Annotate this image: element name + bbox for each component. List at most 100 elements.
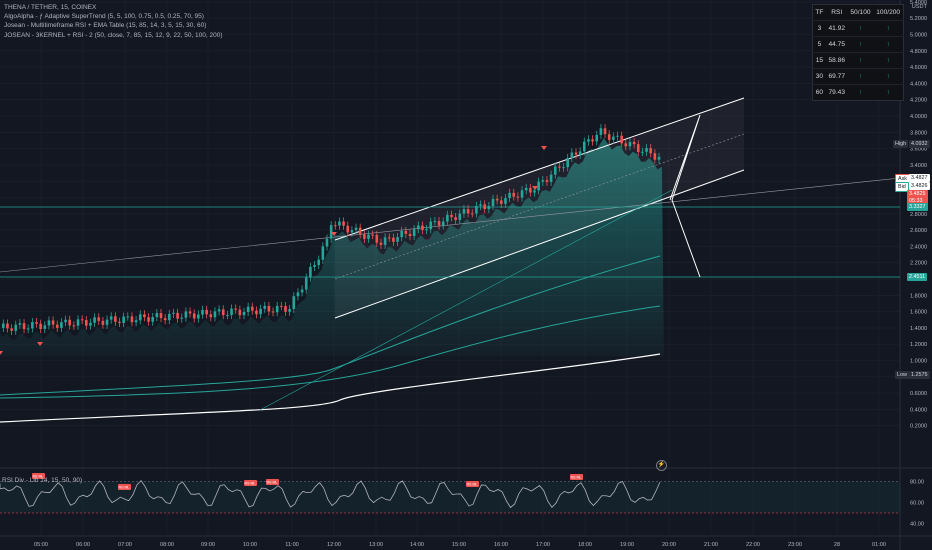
level2-tag: 2.4511 (907, 273, 928, 281)
time-tick-label: 23:00 (788, 542, 802, 548)
price-tick-label: 5.4000 (910, 0, 927, 6)
candle-body (251, 306, 254, 311)
divergence-label: RS ML (33, 475, 44, 479)
candle-body (130, 316, 134, 323)
candle-body (184, 311, 188, 318)
sell-signal-icon (532, 186, 538, 190)
candle-body (55, 324, 59, 328)
candle-body (587, 139, 590, 142)
cell-tf: 60 (812, 84, 826, 101)
candle-body (255, 310, 258, 315)
col-100-200: 100/200 (876, 9, 901, 16)
candle-body (624, 143, 628, 147)
price-tick-label: 0.2000 (910, 424, 927, 430)
price-axis: 5.60005.40005.20005.00004.80004.60004.40… (910, 0, 927, 528)
candle-body (583, 141, 586, 152)
candle-body (558, 166, 561, 168)
candle-body (89, 322, 92, 326)
candle-body (300, 289, 304, 293)
price-tick-label: 5.2000 (910, 16, 927, 22)
cell-rsi: 41.92 (825, 20, 848, 37)
price-tick-label: 4.6000 (910, 65, 927, 71)
candle-body (317, 259, 320, 266)
candle-body (192, 313, 196, 319)
time-tick-label: 01:00 (872, 542, 886, 548)
candle-body (242, 312, 246, 316)
level1-tag: 3.3327 (907, 203, 928, 211)
candle-body (441, 221, 445, 226)
rsi-tick-label: 40.00 (910, 522, 924, 528)
candle-body (329, 225, 333, 239)
candle-body (404, 230, 408, 234)
candle-body (105, 319, 109, 325)
indicator-supertrend[interactable]: AlgoAlpha - ƒ Adaptive SuperTrend (5, 5,… (4, 13, 204, 21)
time-tick-label: 09:00 (201, 542, 215, 548)
high-value: 4.0932 (909, 140, 930, 148)
indicator-mtf-rsi[interactable]: Josean - Multitimeframe RSI + EMA Table … (4, 22, 207, 30)
candle-body (607, 134, 611, 140)
price-tick-label: 1.8000 (910, 293, 927, 299)
candle-body (562, 167, 565, 169)
up-arrow-icon: ↑ (873, 36, 904, 53)
cell-tf: 30 (812, 68, 826, 85)
candle-body (437, 221, 441, 226)
up-arrow-icon: ↑ (847, 20, 874, 37)
candle-body (367, 234, 370, 239)
candle-body (180, 317, 184, 319)
time-tick-label: 10:00 (243, 542, 257, 548)
candle-body (60, 322, 63, 328)
price-tick-label: 2.4000 (910, 244, 927, 250)
candle-body (238, 309, 242, 316)
candle-body (263, 305, 267, 309)
price-tick-label: 2.8000 (910, 212, 927, 218)
candle-body (271, 311, 275, 313)
indicator-3kernel[interactable]: JOSEAN - 3KERNEL + RSI - 2 (50, close, 7… (4, 31, 223, 39)
signal-markers (0, 146, 547, 355)
cell-rsi: 79.43 (825, 84, 848, 101)
candle-body (18, 323, 22, 325)
channel-upper (334, 97, 745, 241)
candle-body (226, 314, 229, 316)
candle-body (138, 314, 142, 321)
cell-tf: 5 (812, 36, 826, 53)
candle-body (14, 324, 18, 331)
ema-lines (0, 255, 661, 423)
candle-body (570, 152, 574, 158)
candle-body (383, 237, 387, 245)
currency-label[interactable]: USDT (911, 4, 927, 10)
bid-label: Bid (895, 182, 909, 192)
symbol-title[interactable]: THENA / TETHER, 15, COINEX (4, 4, 97, 11)
price-tick-label: 1.6000 (910, 310, 927, 316)
candle-body (126, 316, 130, 318)
candle-body (475, 205, 478, 214)
time-tick-label: 15:00 (452, 542, 466, 548)
rsi-pane-title[interactable]: RSI Div - Lib (2, 477, 39, 484)
candle-body (599, 128, 603, 135)
candle-body (39, 323, 42, 329)
time-tick-label: 21:00 (704, 542, 718, 548)
sell-signal-icon (0, 351, 3, 355)
up-arrow-icon: ↑ (847, 36, 874, 53)
divergence-label: RS ML (119, 486, 130, 490)
candle-body (284, 306, 287, 312)
candle-body (147, 317, 150, 322)
cloud-area (0, 138, 664, 357)
mtf-rsi-table: TF RSI 50/100 100/200 3 41.92 ↑ ↑ 5 44.7… (812, 4, 904, 101)
candle-body (80, 319, 84, 321)
rsi-pane-legend: RSI Div - Lib 14, 15, 50, 90) (2, 476, 82, 485)
candle-body (454, 217, 457, 220)
supertrend-cloud (0, 138, 664, 357)
candle-body (64, 319, 67, 323)
candle-body (275, 305, 279, 313)
time-tick-label: 17:00 (536, 542, 550, 548)
candle-body (537, 181, 540, 191)
candle-body (616, 135, 619, 137)
candle-body (508, 192, 511, 199)
candles (2, 124, 661, 335)
bid-value: 3.4826 (909, 182, 930, 190)
candle-body (466, 209, 470, 214)
candle-body (429, 221, 433, 230)
lightning-icon[interactable]: ⚡ (656, 460, 667, 471)
